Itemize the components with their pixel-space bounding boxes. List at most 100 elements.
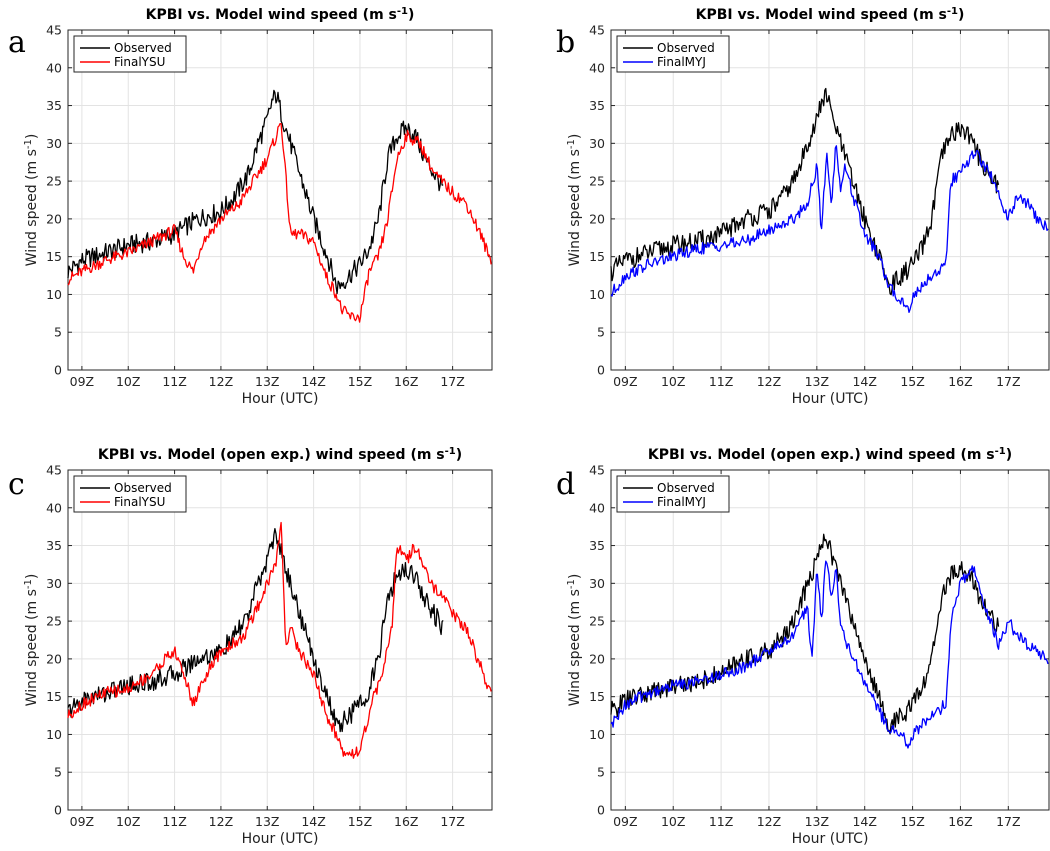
x-tick-label: 09Z bbox=[70, 814, 94, 829]
y-tick-label: 5 bbox=[54, 765, 62, 780]
axes-frame bbox=[610, 29, 1050, 371]
x-tick-label: 15Z bbox=[900, 814, 924, 829]
y-tick-label: 45 bbox=[589, 23, 605, 38]
x-tick-label: 09Z bbox=[613, 374, 637, 389]
y-tick-label: 30 bbox=[46, 576, 62, 591]
chart-title: KPBI vs. Model wind speed (m s-1) bbox=[696, 6, 965, 23]
y-tick-label: 35 bbox=[46, 98, 62, 113]
y-tick-label: 25 bbox=[46, 614, 62, 629]
legend-box bbox=[73, 35, 187, 73]
x-tick-label: 09Z bbox=[613, 814, 637, 829]
chart-title: KPBI vs. Model wind speed (m s-1) bbox=[146, 6, 415, 23]
y-tick-label: 45 bbox=[46, 463, 62, 478]
y-tick-label: 35 bbox=[589, 98, 605, 113]
series-line-finalysu bbox=[67, 122, 492, 323]
x-tick-label: 13Z bbox=[255, 374, 279, 389]
legend-entry: FinalYSU bbox=[114, 495, 165, 509]
x-tick-label: 15Z bbox=[348, 374, 372, 389]
y-tick-label: 40 bbox=[46, 500, 62, 515]
legend-box bbox=[616, 35, 730, 73]
chart-panel-b: 0 5 10 15 20 25 30 35 40 45 09Z 10Z 11Z 12Z 13Z 14Z 15Z 1… bbox=[556, 6, 1050, 407]
y-tick-label: 0 bbox=[597, 363, 605, 378]
y-tick-label: 25 bbox=[589, 614, 605, 629]
x-tick-label: 13Z bbox=[805, 374, 829, 389]
x-tick-label: 15Z bbox=[900, 374, 924, 389]
y-tick-label: 10 bbox=[46, 727, 62, 742]
y-tick-label: 15 bbox=[46, 689, 62, 704]
series-line-observed bbox=[67, 89, 444, 295]
x-tick-label: 11Z bbox=[162, 814, 186, 829]
y-tick-label: 10 bbox=[589, 727, 605, 742]
y-tick-label: 10 bbox=[589, 287, 605, 302]
x-tick-label: 12Z bbox=[209, 814, 233, 829]
x-tick-label: 12Z bbox=[757, 374, 781, 389]
y-tick-label: 30 bbox=[589, 136, 605, 151]
x-axis-label: Hour (UTC) bbox=[242, 831, 319, 847]
x-tick-label: 11Z bbox=[709, 814, 733, 829]
chart-panel-a: 0 5 10 15 20 25 30 35 40 45 09Z 10Z 11Z 12Z 13Z 14Z 15Z 1… bbox=[8, 6, 493, 407]
chart-title: KPBI vs. Model (open exp.) wind speed (m… bbox=[648, 446, 1012, 463]
legend-entry: FinalMYJ bbox=[657, 55, 706, 69]
x-tick-label: 17Z bbox=[996, 374, 1020, 389]
y-tick-label: 0 bbox=[54, 803, 62, 818]
y-tick-label: 25 bbox=[46, 174, 62, 189]
y-tick-label: 15 bbox=[589, 249, 605, 264]
x-tick-label: 14Z bbox=[852, 374, 876, 389]
y-axis-label: Wind speed (m s-1) bbox=[566, 574, 583, 707]
x-tick-label: 10Z bbox=[116, 814, 140, 829]
legend-entry: Observed bbox=[114, 41, 172, 55]
y-tick-label: 35 bbox=[46, 538, 62, 553]
legend-entry: Observed bbox=[657, 481, 715, 495]
y-tick-label: 0 bbox=[597, 803, 605, 818]
panel-label: d bbox=[556, 467, 575, 502]
legend-entry: FinalYSU bbox=[114, 55, 165, 69]
panel-label: b bbox=[556, 25, 575, 60]
axes-frame bbox=[610, 469, 1050, 811]
chart-title: KPBI vs. Model (open exp.) wind speed (m… bbox=[98, 446, 462, 463]
y-tick-label: 15 bbox=[589, 689, 605, 704]
x-tick-label: 11Z bbox=[162, 374, 186, 389]
y-axis-label: Wind speed (m s-1) bbox=[23, 574, 40, 707]
y-tick-label: 35 bbox=[589, 538, 605, 553]
x-axis-label: Hour (UTC) bbox=[792, 831, 869, 847]
x-tick-label: 16Z bbox=[394, 374, 418, 389]
x-tick-label: 14Z bbox=[301, 374, 325, 389]
series-line-observed bbox=[67, 528, 444, 733]
x-tick-label: 17Z bbox=[440, 374, 464, 389]
legend-box bbox=[616, 475, 730, 513]
x-tick-label: 13Z bbox=[255, 814, 279, 829]
y-tick-label: 20 bbox=[589, 651, 605, 666]
x-tick-label: 11Z bbox=[709, 374, 733, 389]
x-tick-label: 13Z bbox=[805, 814, 829, 829]
y-tick-label: 5 bbox=[597, 325, 605, 340]
axes-frame bbox=[67, 469, 493, 811]
y-tick-label: 15 bbox=[46, 249, 62, 264]
legend-entry: Observed bbox=[114, 481, 172, 495]
panel-label: a bbox=[8, 25, 26, 60]
y-tick-label: 30 bbox=[589, 576, 605, 591]
y-axis-label: Wind speed (m s-1) bbox=[23, 134, 40, 267]
chart-panel-d: 0 5 10 15 20 25 30 35 40 45 09Z 10Z 11Z 12Z 13Z 14Z 15Z 1… bbox=[556, 446, 1050, 847]
x-tick-label: 14Z bbox=[852, 814, 876, 829]
panel-label: c bbox=[8, 467, 25, 502]
y-tick-label: 40 bbox=[589, 60, 605, 75]
y-tick-label: 40 bbox=[46, 60, 62, 75]
chart-panel-c: 0 5 10 15 20 25 30 35 40 45 09Z 10Z 11Z 12Z 13Z 14Z 15Z 1… bbox=[8, 446, 493, 847]
x-tick-label: 10Z bbox=[116, 374, 140, 389]
y-axis-label: Wind speed (m s-1) bbox=[566, 134, 583, 267]
y-tick-label: 40 bbox=[589, 500, 605, 515]
series-line-finalmyj bbox=[610, 560, 1049, 749]
y-tick-label: 0 bbox=[54, 363, 62, 378]
x-tick-label: 12Z bbox=[209, 374, 233, 389]
y-tick-label: 5 bbox=[54, 325, 62, 340]
x-tick-label: 12Z bbox=[757, 814, 781, 829]
x-tick-label: 15Z bbox=[348, 814, 372, 829]
series-line-finalysu bbox=[67, 521, 492, 759]
y-tick-label: 5 bbox=[597, 765, 605, 780]
x-tick-label: 16Z bbox=[394, 814, 418, 829]
y-tick-label: 10 bbox=[46, 287, 62, 302]
y-tick-label: 20 bbox=[46, 651, 62, 666]
